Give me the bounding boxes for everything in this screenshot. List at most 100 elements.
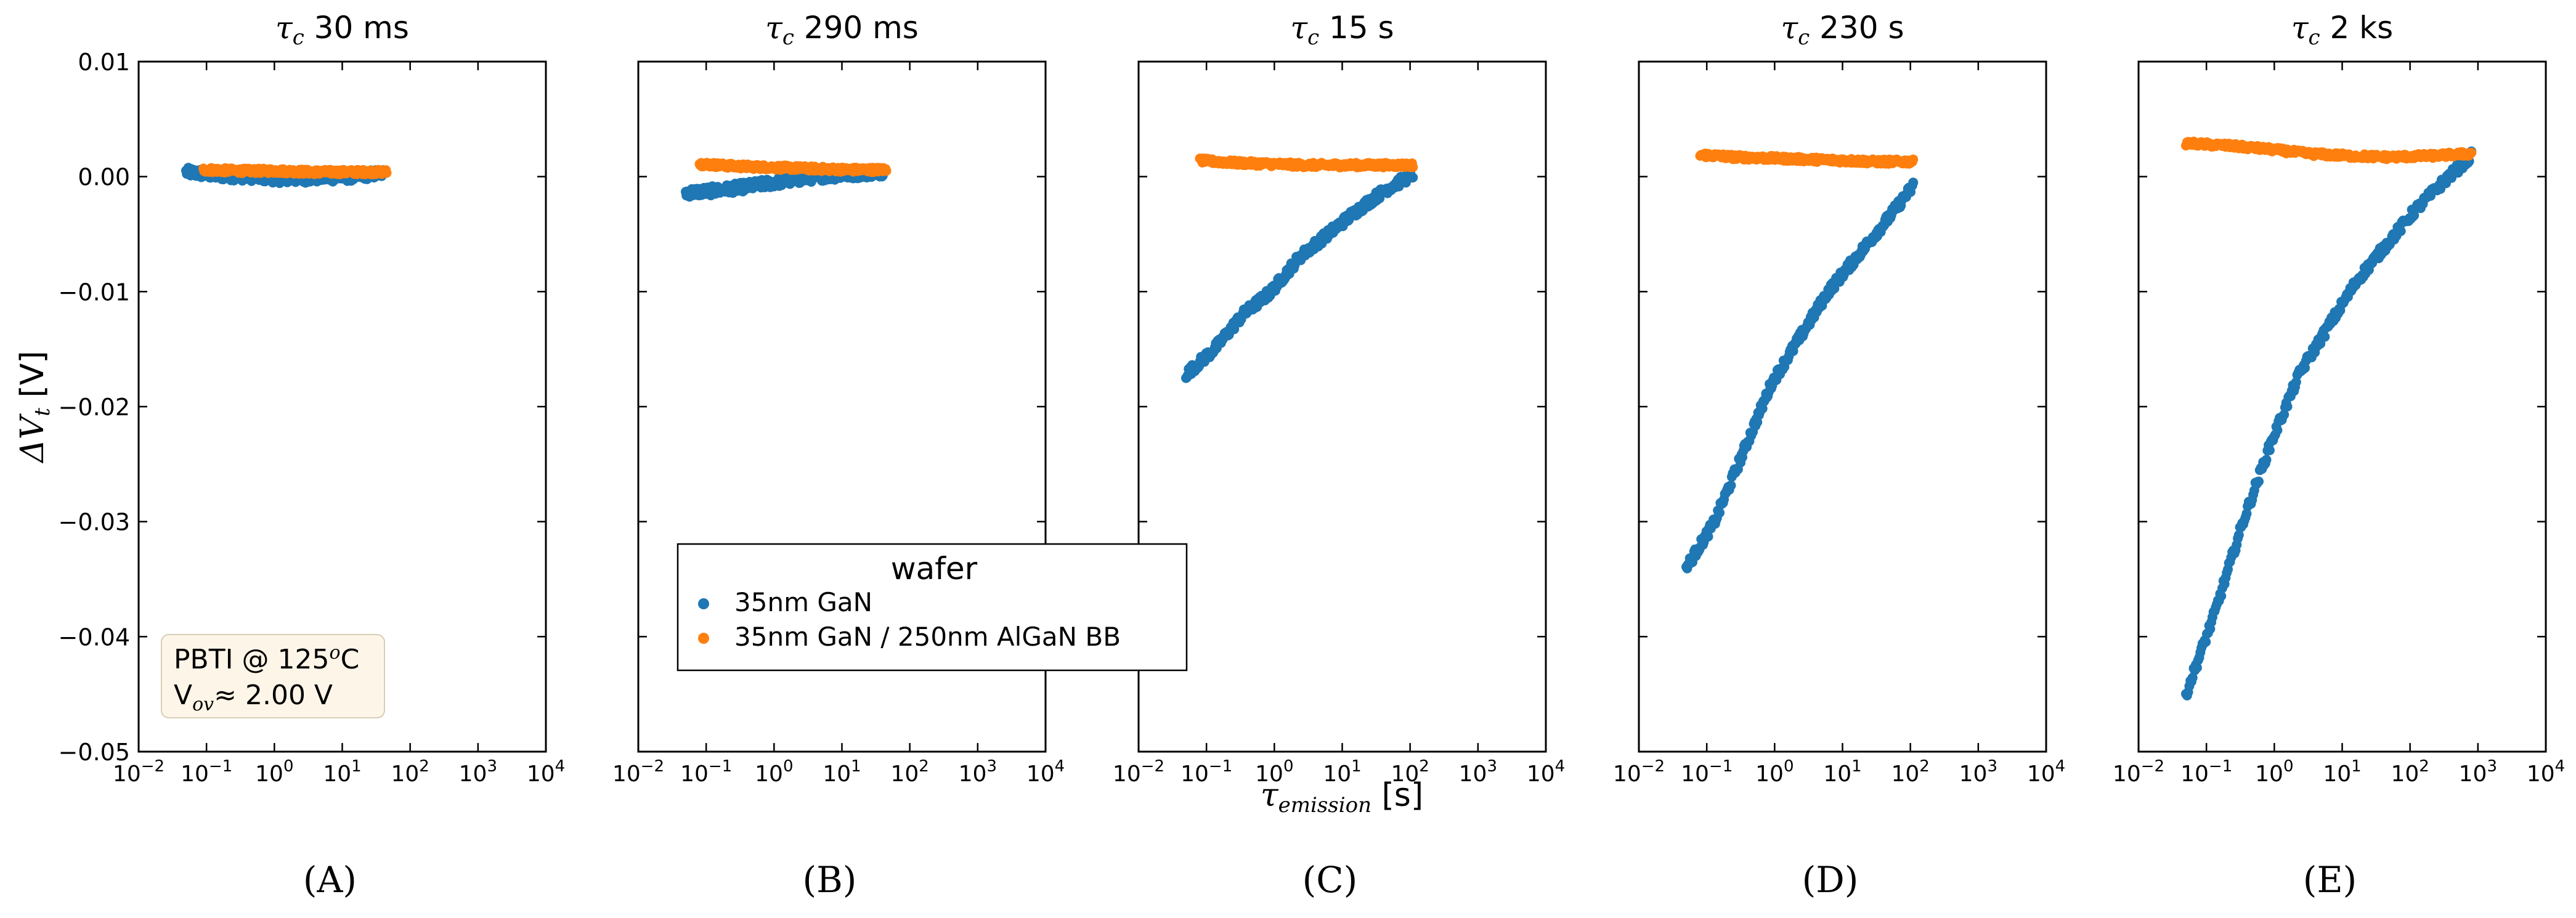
data-point bbox=[881, 166, 892, 176]
panel-title: τc 30 ms bbox=[275, 10, 409, 50]
x-tick-label: 101 bbox=[2323, 757, 2361, 787]
y-tick-label: 0.00 bbox=[78, 164, 130, 191]
legend-box bbox=[677, 543, 1188, 672]
x-tick-label: 10−2 bbox=[1113, 757, 1164, 787]
series-gan bbox=[1681, 177, 1919, 574]
y-tick-label: −0.03 bbox=[59, 509, 130, 536]
x-tick-label: 100 bbox=[255, 757, 293, 787]
data-point bbox=[2216, 591, 2227, 601]
annotation: PBTI @ 125oC Vov≈ 2.00 V bbox=[161, 634, 385, 718]
y-axis-label: ΔVt [V] bbox=[14, 351, 55, 463]
x-tick-label: 100 bbox=[1755, 757, 1794, 787]
panel-title: τc 230 s bbox=[1781, 10, 1904, 50]
y-tick-label: −0.02 bbox=[59, 394, 130, 421]
panel-c: 10−2 10−1 100 101 102 103 104 τc 15 s (C) bbox=[1113, 10, 1565, 901]
x-tick-label: 10−1 bbox=[680, 757, 732, 787]
x-tick-label: 103 bbox=[459, 757, 497, 787]
x-tick-label: 103 bbox=[1459, 757, 1497, 787]
x-tick-label: 102 bbox=[1891, 757, 1929, 787]
annotation-line-2: Vov≈ 2.00 V bbox=[174, 680, 333, 715]
data-point bbox=[1829, 283, 1840, 294]
panel-b: 10−2 10−1 100 101 102 103 104 τc 290 ms (B) bbox=[612, 10, 1065, 901]
x-tick-label: 10−1 bbox=[1180, 757, 1232, 787]
panel-label: (B) bbox=[803, 859, 857, 901]
x-tick-label: 10−2 bbox=[612, 757, 664, 787]
y-tick-label: −0.04 bbox=[59, 624, 130, 651]
panel-title: τc 290 ms bbox=[765, 10, 919, 50]
data-point bbox=[1908, 177, 1919, 188]
annotation-box bbox=[161, 634, 385, 718]
x-tick-label: 102 bbox=[2391, 757, 2429, 787]
data-point bbox=[381, 168, 392, 178]
data-point bbox=[2201, 636, 2211, 647]
x-tick-label: 102 bbox=[391, 757, 429, 787]
panel-title: τc 15 s bbox=[1290, 10, 1394, 50]
data-point bbox=[2254, 476, 2264, 487]
annotation-line-1: PBTI @ 125oC bbox=[174, 642, 359, 675]
x-tick-label: 104 bbox=[2027, 757, 2065, 787]
data-point bbox=[2282, 401, 2293, 412]
x-tick-label: 104 bbox=[1527, 757, 1565, 787]
x-tick-label: 10−1 bbox=[1681, 757, 1733, 787]
x-tick-label: 104 bbox=[1026, 757, 1065, 787]
series-algan bbox=[198, 163, 392, 179]
series-gan bbox=[1181, 168, 1418, 383]
legend-marker bbox=[698, 598, 709, 609]
legend: wafer 35nm GaN 35nm GaN / 250nm AlGaN BB bbox=[677, 543, 1188, 672]
data-point bbox=[2300, 363, 2310, 373]
x-tick-label: 10−2 bbox=[1613, 757, 1665, 787]
x-tick-label: 100 bbox=[2255, 757, 2293, 787]
data-point bbox=[1408, 162, 1418, 173]
data-point bbox=[2261, 455, 2272, 465]
data-point bbox=[2279, 410, 2290, 420]
x-tick-label: 104 bbox=[527, 757, 565, 787]
panel-title: τc 2 ks bbox=[2291, 10, 2393, 50]
panel-label: (C) bbox=[1302, 859, 1358, 901]
data-point bbox=[2233, 530, 2244, 540]
series-algan bbox=[694, 158, 892, 177]
x-tick-label: 101 bbox=[1823, 757, 1861, 787]
data-point bbox=[1715, 508, 1725, 518]
y-tick-label: −0.01 bbox=[59, 278, 130, 306]
series-algan bbox=[2181, 136, 2477, 165]
legend-item-label: 35nm GaN / 250nm AlGaN BB bbox=[734, 622, 1121, 652]
series-algan bbox=[1695, 148, 1919, 169]
x-tick-label: 103 bbox=[2459, 757, 2497, 787]
panel-d: 10−2 10−1 100 101 102 103 104 τc 230 s (D) bbox=[1613, 10, 2065, 901]
x-tick-label: 100 bbox=[755, 757, 793, 787]
x-tick-label: 102 bbox=[890, 757, 928, 787]
data-point bbox=[2272, 425, 2283, 436]
data-point bbox=[2192, 662, 2202, 673]
x-tick-label: 104 bbox=[2527, 757, 2565, 787]
data-point bbox=[2466, 147, 2477, 158]
x-tick-label: 102 bbox=[1391, 757, 1429, 787]
x-tick-label: 10−2 bbox=[113, 757, 165, 787]
data-point bbox=[2187, 673, 2198, 683]
data-point bbox=[2264, 445, 2275, 455]
x-tick-label: 10−1 bbox=[181, 757, 232, 787]
legend-item-label: 35nm GaN bbox=[734, 587, 872, 617]
x-axis-label: τemission [s] bbox=[1261, 777, 1423, 818]
plot-area bbox=[1137, 60, 1547, 753]
data-point bbox=[2320, 331, 2330, 342]
y-tick-label: −0.05 bbox=[59, 739, 130, 766]
x-tick-label: 100 bbox=[1255, 757, 1293, 787]
data-point bbox=[2241, 508, 2252, 519]
panel-label: (A) bbox=[303, 859, 357, 901]
data-point bbox=[1726, 480, 1736, 490]
x-tick-label: 101 bbox=[323, 757, 361, 787]
data-point bbox=[1408, 173, 1418, 183]
plot-area bbox=[1638, 60, 2047, 753]
x-tick-label: 10−1 bbox=[2180, 757, 2232, 787]
data-point bbox=[2395, 226, 2406, 237]
data-point bbox=[1703, 532, 1713, 542]
legend-marker bbox=[698, 633, 709, 644]
panel-label: (D) bbox=[1802, 859, 1859, 901]
x-tick-label: 103 bbox=[959, 757, 997, 787]
data-point bbox=[1908, 154, 1919, 165]
series-algan bbox=[1195, 153, 1418, 173]
x-tick-label: 10−2 bbox=[2113, 757, 2164, 787]
